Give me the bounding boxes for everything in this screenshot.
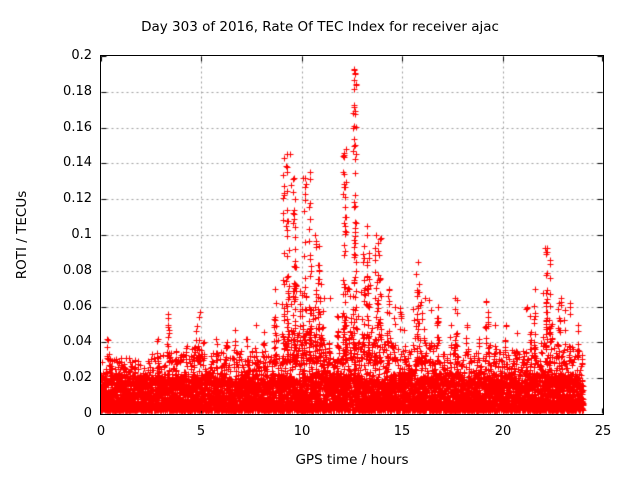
y-tick-label: 0.02 <box>63 370 92 385</box>
y-tick-label: 0.1 <box>71 227 92 242</box>
y-tick-label: 0.08 <box>63 263 92 278</box>
y-tick-label: 0.18 <box>63 84 92 99</box>
x-axis-label: GPS time / hours <box>295 452 409 468</box>
chart-title: Day 303 of 2016, Rate Of TEC Index for r… <box>141 19 499 35</box>
plot-area <box>100 55 604 415</box>
x-tick-label: 15 <box>393 424 411 439</box>
y-tick-label: 0.14 <box>63 155 92 170</box>
x-tick-label: 20 <box>494 424 512 439</box>
x-tick-label: 5 <box>196 424 206 439</box>
y-tick-label: 0.2 <box>71 48 92 63</box>
x-tick-label: 10 <box>293 424 311 439</box>
y-tick-label: 0.12 <box>63 191 92 206</box>
y-tick-label: 0.04 <box>63 334 92 349</box>
x-tick-label: 0 <box>96 424 106 439</box>
x-tick-label: 25 <box>594 424 612 439</box>
y-tick-label: 0 <box>83 406 92 421</box>
y-tick-label: 0.06 <box>63 299 92 314</box>
y-tick-label: 0.16 <box>63 120 92 135</box>
